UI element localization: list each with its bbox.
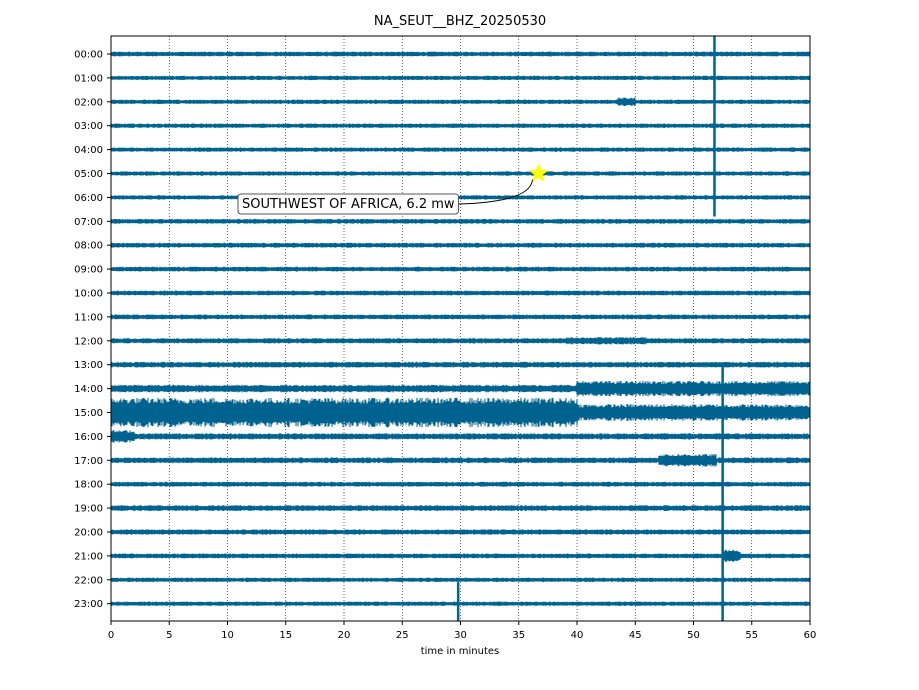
y-tick-label: 08:00 (74, 241, 103, 252)
y-tick-label: 17:00 (74, 456, 103, 467)
y-tick-label: 22:00 (74, 575, 103, 586)
y-tick-label: 07:00 (74, 217, 103, 228)
y-tick-label: 16:00 (74, 432, 103, 443)
trace-row-2200 (110, 577, 811, 583)
trace-row-0500 (110, 171, 811, 176)
axes-layer: 00:00 01:00 02:00 03:00 04:00 05:00 06:00 07:00… (74, 35, 817, 641)
y-tick-label: 01:00 (74, 73, 103, 84)
trace-row-1200 (110, 337, 811, 345)
y-tick-label: 12:00 (74, 336, 103, 347)
chart-title: NA_SEUT__BHZ_20250530 (374, 14, 546, 29)
y-tick-label: 02:00 (74, 97, 103, 108)
x-tick-label: 20 (338, 630, 351, 641)
x-tick-label: 45 (629, 630, 642, 641)
y-tick-label: 05:00 (74, 169, 103, 180)
y-tick-label: 18:00 (74, 480, 103, 491)
trace-row-1400 (110, 380, 811, 397)
y-tick-label: 04:00 (74, 145, 103, 156)
trace-row-0800 (110, 242, 811, 248)
y-tick-label: 20:00 (74, 528, 103, 539)
y-tick-label: 19:00 (74, 504, 103, 515)
x-tick-label: 40 (571, 630, 584, 641)
trace-row-1000 (110, 290, 811, 296)
trace-row-0000 (110, 51, 811, 57)
y-tick-label: 09:00 (74, 265, 103, 276)
x-tick-label: 10 (221, 630, 234, 641)
trace-row-1700 (110, 453, 811, 467)
trace-row-2300 (110, 601, 811, 607)
x-axis-label: time in minutes (421, 646, 500, 657)
x-tick-label: 55 (745, 630, 758, 641)
y-tick-label: 11:00 (74, 312, 103, 323)
trace-row-0300 (110, 123, 811, 129)
x-tick-label: 60 (804, 630, 817, 641)
trace-row-0700 (110, 218, 811, 224)
y-tick-label: 06:00 (74, 193, 103, 204)
x-tick-label: 25 (396, 630, 409, 641)
trace-row-2100 (110, 549, 811, 563)
trace-row-1300 (110, 361, 811, 368)
trace-layer (110, 51, 811, 607)
y-tick-label: 13:00 (74, 360, 103, 371)
y-tick-label: 00:00 (74, 50, 103, 61)
y-tick-label: 21:00 (74, 551, 103, 562)
x-tick-label: 35 (512, 630, 525, 641)
annotation-label: SOUTHWEST OF AFRICA, 6.2 mw (242, 197, 455, 212)
trace-row-0400 (110, 147, 811, 152)
annotation-box (237, 193, 460, 215)
y-tick-label: 14:00 (74, 384, 103, 395)
trace-row-1600 (110, 430, 811, 443)
event-star-marker (528, 163, 549, 182)
trace-row-0600 (110, 195, 811, 200)
x-tick-label: 30 (454, 630, 467, 641)
trace-row-1100 (110, 314, 811, 320)
trace-row-0100 (110, 75, 811, 81)
y-tick-label: 03:00 (74, 121, 103, 132)
x-tick-label: 50 (687, 630, 700, 641)
trace-row-2000 (110, 529, 811, 535)
trace-row-0200 (110, 97, 811, 107)
trace-row-1800 (110, 481, 811, 487)
spike-layer (456, 36, 724, 621)
y-tick-label: 23:00 (74, 599, 103, 610)
event-annotation: SOUTHWEST OF AFRICA, 6.2 mw (237, 163, 549, 215)
x-tick-label: 5 (166, 630, 172, 641)
trace-row-1500 (110, 397, 811, 428)
trace-row-0900 (110, 266, 811, 272)
annotation-arrow (458, 179, 534, 205)
x-tick-label: 15 (279, 630, 292, 641)
y-tick-label: 15:00 (74, 408, 103, 419)
trace-row-1900 (110, 505, 811, 512)
y-tick-label: 10:00 (74, 289, 103, 300)
x-tick-label: 0 (108, 630, 114, 641)
